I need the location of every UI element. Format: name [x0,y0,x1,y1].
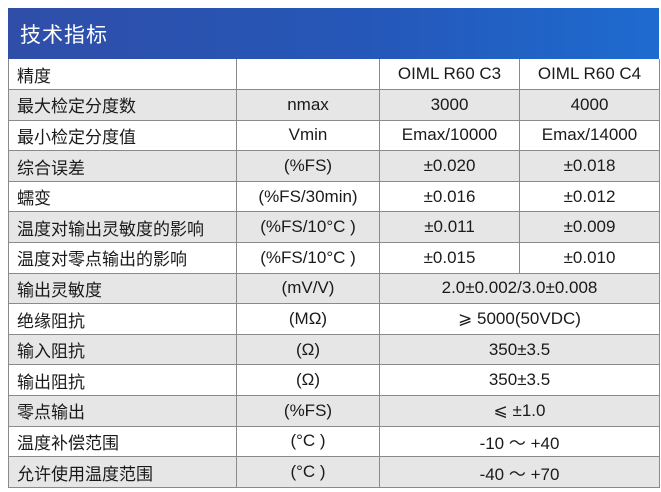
table-row: 最大检定分度数 nmax 3000 4000 [8,89,660,121]
param-unit: (°C ) [236,456,380,488]
param-name: 温度对输出灵敏度的影响 [8,211,237,244]
param-unit: Vmin [236,120,380,152]
param-name: 零点输出 [8,395,237,427]
param-name: 温度补偿范围 [8,426,237,458]
value-merged: 350±3.5 [379,334,660,366]
param-unit: nmax [236,89,380,121]
param-unit: (%FS) [236,395,380,427]
param-name: 绝缘阻抗 [8,303,237,335]
value-c4: ±0.018 [519,150,660,182]
table-row: 温度补偿范围 (°C ) -10 ～ +40 [8,426,660,458]
table-row: 零点输出 (%FS) ⩽ ±1.0 [8,395,660,427]
table-row: 最小检定分度值 Vmin Emax/10000 Emax/14000 [8,120,660,152]
value-merged: 2.0±0.002/3.0±0.008 [379,273,660,305]
param-name: 输出灵敏度 [8,273,237,305]
param-unit [236,59,380,91]
value-c3: ±0.020 [379,150,520,182]
value-c3: OIML R60 C3 [379,59,520,91]
table-row: 温度对输出灵敏度的影响 (%FS/10°C ) ±0.011 ±0.009 [8,211,660,244]
table-row: 温度对零点输出的影响 (%FS/10°C ) ±0.015 ±0.010 [8,242,660,274]
param-name: 温度对零点输出的影响 [8,242,237,274]
value-c3: Emax/10000 [379,120,520,152]
param-unit: (%FS/10°C ) [236,211,380,244]
param-unit: (Ω) [236,334,380,366]
spec-table: 精度 OIML R60 C3 OIML R60 C4 最大检定分度数 nmax … [8,59,660,488]
table-row: 绝缘阻抗 (MΩ) ⩾ 5000(50VDC) [8,303,660,335]
table-row: 输入阻抗 (Ω) 350±3.5 [8,334,660,366]
value-c3: ±0.016 [379,181,520,213]
param-unit: (Ω) [236,364,380,397]
param-unit: (%FS) [236,150,380,182]
section-header: 技术指标 [8,8,659,59]
param-unit: (%FS/10°C ) [236,242,380,274]
value-merged: ⩾ 5000(50VDC) [379,303,660,335]
table-row: 精度 OIML R60 C3 OIML R60 C4 [8,59,660,91]
value-merged: 350±3.5 [379,364,660,397]
param-unit: (MΩ) [236,303,380,335]
value-c4: ±0.012 [519,181,660,213]
value-c4: OIML R60 C4 [519,59,660,91]
param-unit: (mV/V) [236,273,380,305]
value-merged: ⩽ ±1.0 [379,395,660,427]
value-c4: ±0.009 [519,211,660,244]
param-name: 输出阻抗 [8,364,237,397]
param-name: 综合误差 [8,150,237,182]
table-row: 允许使用温度范围 (°C ) -40 ～ +70 [8,456,660,488]
table-row: 输出灵敏度 (mV/V) 2.0±0.002/3.0±0.008 [8,273,660,305]
param-name: 允许使用温度范围 [8,456,237,488]
param-name: 蠕变 [8,181,237,213]
param-name: 精度 [8,59,237,91]
param-name: 最大检定分度数 [8,89,237,121]
value-c4: Emax/14000 [519,120,660,152]
value-c4: ±0.010 [519,242,660,274]
value-c3: 3000 [379,89,520,121]
value-c3: ±0.011 [379,211,520,244]
value-c3: ±0.015 [379,242,520,274]
table-row: 综合误差 (%FS) ±0.020 ±0.018 [8,150,660,182]
param-name: 输入阻抗 [8,334,237,366]
param-unit: (%FS/30min) [236,181,380,213]
param-unit: (°C ) [236,426,380,458]
value-c4: 4000 [519,89,660,121]
table-row: 蠕变 (%FS/30min) ±0.016 ±0.012 [8,181,660,213]
value-merged: -40 ～ +70 [379,456,660,488]
param-name: 最小检定分度值 [8,120,237,152]
section-title: 技术指标 [20,23,108,47]
table-row: 输出阻抗 (Ω) 350±3.5 [8,364,660,397]
value-merged: -10 ～ +40 [379,426,660,458]
